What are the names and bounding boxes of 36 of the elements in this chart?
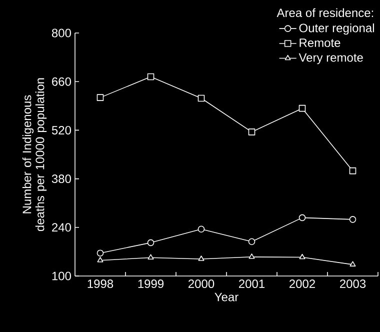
- point: [96, 250, 104, 256]
- x-tick-label: 2003: [340, 280, 366, 288]
- y-tick-label: 100: [52, 272, 71, 280]
- point: [349, 216, 356, 223]
- legend-title: Area of residence:: [276, 8, 374, 18]
- x-tick-label: 2002: [289, 280, 315, 288]
- point: [248, 238, 256, 246]
- point: [350, 261, 356, 266]
- point: [248, 254, 255, 259]
- y-axis-title: Number of Indigenous deaths per 10000 population: [22, 78, 47, 232]
- point: [147, 73, 154, 80]
- legend-label: Very remote: [298, 53, 363, 64]
- y-tick-label: 800: [52, 28, 71, 38]
- x-tick-label: 1999: [138, 280, 164, 288]
- point: [147, 239, 154, 246]
- legend-label: Remote: [300, 38, 340, 48]
- point: [96, 94, 104, 101]
- point: [299, 254, 306, 260]
- y-tick-label: 520: [52, 126, 71, 134]
- point: [298, 104, 306, 112]
- point: [248, 128, 256, 136]
- y-tick-label: 380: [52, 174, 71, 184]
- point: [349, 167, 356, 174]
- point: [97, 256, 104, 262]
- x-tick-label: 2000: [188, 280, 214, 288]
- point: [198, 226, 205, 233]
- point: [298, 214, 306, 222]
- legend-label: Outer regional: [299, 23, 374, 35]
- point: [148, 254, 154, 260]
- point: [198, 94, 205, 102]
- y-tick-label: 240: [52, 223, 71, 232]
- y-tick-label: 660: [52, 77, 71, 86]
- x-tick-label: 1998: [88, 280, 114, 288]
- point: [198, 256, 204, 261]
- x-axis-title: Year: [214, 292, 238, 302]
- x-tick-label: 2001: [238, 280, 264, 288]
